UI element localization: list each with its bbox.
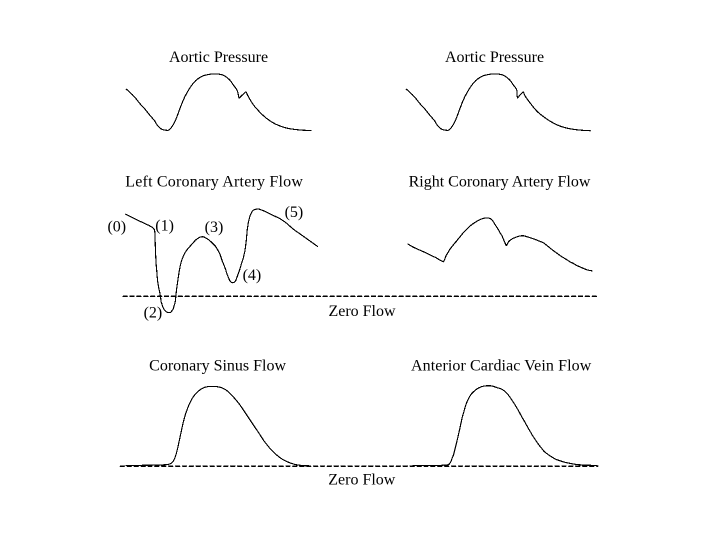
svg-text:(5): (5): [285, 204, 304, 221]
svg-text:Aortic Pressure: Aortic Pressure: [445, 49, 544, 66]
svg-text:(2): (2): [144, 305, 163, 322]
svg-text:Left Coronary Artery Flow: Left Coronary Artery Flow: [125, 174, 303, 191]
svg-text:(3): (3): [205, 219, 224, 236]
svg-text:Coronary Sinus Flow: Coronary Sinus Flow: [149, 357, 286, 374]
svg-text:Aortic Pressure: Aortic Pressure: [169, 49, 268, 66]
svg-text:Anterior Cardiac Vein Flow: Anterior Cardiac Vein Flow: [411, 357, 592, 374]
svg-text:Zero Flow: Zero Flow: [328, 303, 396, 320]
svg-text:(0): (0): [107, 219, 126, 236]
svg-text:Right Coronary Artery Flow: Right Coronary Artery Flow: [409, 174, 591, 191]
svg-text:Zero Flow: Zero Flow: [328, 472, 396, 489]
svg-text:(4): (4): [243, 267, 262, 284]
svg-text:(1): (1): [155, 217, 174, 234]
